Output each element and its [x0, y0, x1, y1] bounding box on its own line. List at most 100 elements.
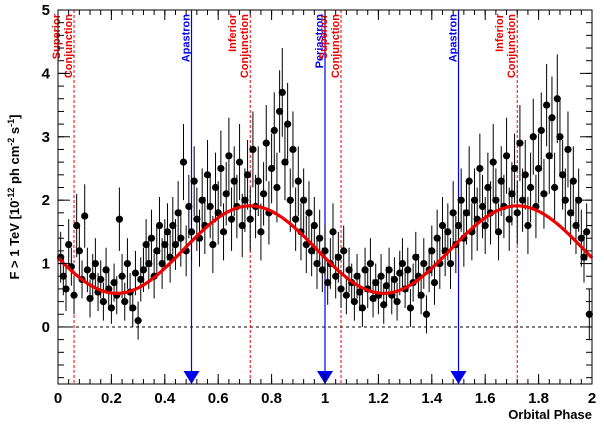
data-point-126	[393, 297, 401, 306]
data-point-40	[163, 228, 172, 236]
y-title-base: F > 1 TeV [10	[7, 201, 22, 280]
data-point-182	[543, 101, 551, 109]
data-point-79	[268, 164, 276, 173]
data-point-29	[134, 317, 142, 325]
data-point-121	[380, 301, 388, 309]
data-point-125	[390, 275, 399, 284]
x-tick-label-0: 0	[54, 390, 62, 407]
data-point-53	[198, 196, 206, 204]
data-point-103	[332, 272, 340, 280]
data-point-162	[489, 158, 497, 166]
x-tick-label-10: 2	[588, 390, 596, 407]
data-point-56	[206, 202, 214, 211]
y-tick-label-1: 1	[42, 256, 50, 273]
marker-label-5-0: Apastron	[448, 14, 460, 63]
data-point-171	[513, 209, 521, 217]
data-point-179	[535, 164, 543, 173]
data-point-16	[99, 297, 107, 306]
data-point-37	[155, 221, 164, 230]
x-tick-label-7: 1.4	[421, 390, 443, 407]
marker-label-2-0: Inferior	[227, 13, 239, 52]
data-point-105	[337, 285, 345, 293]
marker-label-0-1: Conjunction	[63, 14, 75, 78]
data-point-118	[372, 278, 380, 287]
data-point-91	[300, 196, 308, 204]
data-point-51	[193, 215, 201, 223]
data-point-9	[81, 212, 89, 220]
y-axis-title: F > 1 TeV [10-12 ph cm-2 s-1]	[6, 114, 22, 279]
data-point-22	[115, 215, 124, 223]
marker-arrow-5	[450, 371, 467, 384]
data-point-108	[345, 266, 353, 274]
data-point-116	[366, 259, 374, 268]
data-point-60	[217, 164, 225, 173]
data-point-5	[70, 291, 78, 299]
data-point-44	[174, 209, 182, 217]
data-point-168	[505, 215, 513, 223]
data-point-43	[171, 240, 180, 249]
data-point-133	[412, 253, 420, 261]
data-point-95	[310, 221, 318, 230]
data-point-186	[553, 95, 561, 103]
marker-label-0-0: Superior	[51, 13, 63, 59]
data-point-187	[556, 133, 564, 141]
data-point-76	[259, 190, 268, 198]
data-point-84	[281, 158, 289, 166]
data-point-83	[278, 88, 286, 97]
data-point-193	[572, 221, 580, 230]
data-point-34	[147, 234, 156, 242]
marker-label-3-0: Periastron	[314, 14, 326, 69]
axes: 0 0.2 0.4 0.6 0.8 1 1.2 1.4 1.6 1.8 2 0 1 2 3 4 5	[42, 2, 597, 407]
data-point-58	[211, 183, 220, 192]
data-point-143	[438, 221, 447, 230]
data-point-141	[433, 234, 441, 242]
data-point-159	[481, 221, 489, 230]
data-point-104	[334, 253, 342, 261]
data-point-45	[177, 234, 185, 242]
data-point-192	[569, 177, 577, 185]
data-point-155	[470, 196, 479, 204]
x-tick-label-4: 0.8	[261, 390, 282, 407]
data-point-67	[235, 158, 244, 166]
data-point-111	[353, 272, 361, 280]
data-point-3	[65, 240, 73, 249]
data-point-7	[75, 247, 83, 255]
data-point-31	[139, 266, 148, 274]
data-point-163	[492, 196, 500, 204]
data-point-64	[227, 215, 236, 223]
data-point-196	[580, 253, 588, 261]
marker-label-6-1: Conjunction	[506, 14, 518, 78]
y-tick-label-0: 0	[42, 319, 50, 336]
data-point-150	[457, 196, 465, 204]
data-point-38	[158, 259, 166, 268]
data-point-175	[524, 221, 532, 230]
data-point-181	[540, 190, 548, 198]
x-tick-label-1: 0.2	[101, 390, 122, 407]
data-point-110	[350, 297, 358, 306]
data-point-185	[551, 183, 559, 192]
data-point-120	[377, 272, 385, 280]
x-tick-label-8: 1.6	[475, 390, 496, 407]
data-point-180	[537, 126, 545, 135]
data-point-107	[342, 291, 350, 299]
y-tick-label-3: 3	[42, 129, 50, 146]
data-point-136	[420, 259, 428, 268]
data-point-97	[316, 234, 324, 242]
data-point-173	[518, 196, 527, 204]
marker-arrow-1	[183, 371, 200, 384]
data-point-70	[243, 171, 252, 179]
data-point-164	[494, 228, 503, 236]
data-point-12	[89, 272, 97, 280]
data-point-41	[166, 253, 174, 261]
fit-curve	[56, 204, 594, 295]
data-point-65	[230, 177, 238, 185]
data-point-135	[417, 291, 425, 299]
data-point-195	[577, 234, 585, 242]
data-point-106	[340, 247, 348, 255]
data-point-99	[321, 247, 329, 255]
y-title-end: ]	[7, 114, 22, 118]
marker-label-1-0: Apastron	[181, 14, 193, 63]
data-point-113	[358, 304, 366, 312]
y-tick-label-2: 2	[42, 192, 50, 209]
data-point-174	[521, 171, 529, 179]
